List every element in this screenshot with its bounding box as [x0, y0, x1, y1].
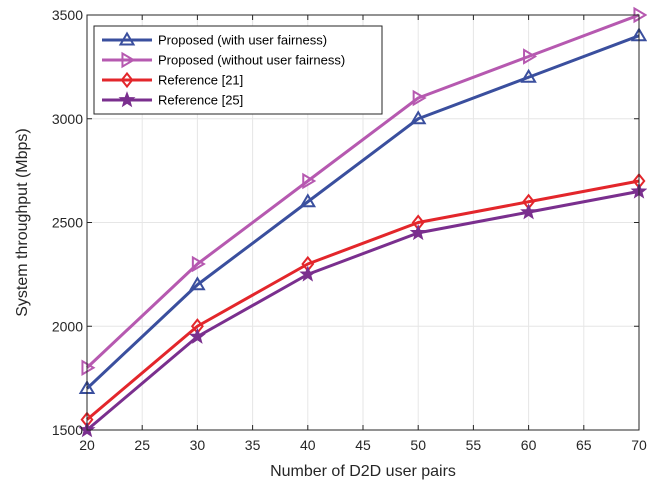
x-axis-label: Number of D2D user pairs — [270, 463, 456, 480]
x-tick-label: 30 — [190, 437, 206, 453]
x-tick-label: 35 — [245, 437, 261, 453]
x-tick-label: 70 — [631, 437, 647, 453]
legend: Proposed (with user fairness) Proposed (w… — [93, 25, 383, 115]
y-tick-label: 2000 — [52, 318, 83, 334]
triangle-right-icon — [121, 51, 136, 69]
x-tick-label: 55 — [466, 437, 482, 453]
y-tick-label: 3500 — [52, 7, 83, 23]
x-tick-label: 20 — [79, 437, 95, 453]
data-point-series-1 — [520, 68, 537, 83]
y-tick-label: 3000 — [52, 111, 83, 127]
data-point-series-1 — [299, 193, 317, 208]
tick-labels: 20 25 30 35 40 45 50 55 60 65 70 1500 2000 2500 3000 35… — [52, 7, 647, 453]
legend-label: Proposed (without user fairness) — [158, 53, 345, 68]
data-point-series-1 — [409, 110, 427, 125]
x-tick-label: 45 — [355, 437, 371, 453]
data-point-series-1 — [189, 276, 206, 291]
data-point-series-2 — [191, 255, 206, 273]
data-point-series-2 — [412, 89, 427, 107]
data-point-series-4 — [520, 203, 538, 220]
y-axis-label: System throughput (Mbps) — [14, 128, 31, 317]
x-tick-label: 65 — [576, 437, 592, 453]
y-tick-label: 2500 — [52, 215, 83, 231]
y-tick-label: 1500 — [52, 422, 83, 438]
diamond-icon — [120, 71, 134, 89]
series-line-2 — [85, 13, 640, 369]
series-lines — [85, 13, 640, 432]
legend-label: Reference [21] — [158, 73, 243, 88]
series-line-1 — [85, 34, 640, 390]
legend-label: Proposed (with user fairness) — [158, 33, 327, 48]
data-point-series-2 — [523, 48, 538, 65]
triangle-up-icon — [118, 31, 136, 46]
data-point-series-2 — [81, 359, 96, 376]
x-tick-label: 40 — [300, 437, 316, 453]
data-point-series-4 — [409, 223, 427, 241]
series-line-4 — [86, 189, 640, 432]
legend-label: Reference [25] — [158, 93, 243, 108]
series-line-3 — [86, 179, 640, 421]
x-tick-label: 25 — [134, 437, 150, 453]
data-point-series-4 — [299, 265, 317, 282]
star-icon — [118, 91, 136, 108]
ticks — [86, 14, 640, 431]
data-point-series-4 — [188, 327, 206, 344]
x-tick-label: 60 — [521, 437, 537, 453]
data-point-series-2 — [302, 172, 317, 190]
x-tick-label: 50 — [410, 437, 426, 453]
